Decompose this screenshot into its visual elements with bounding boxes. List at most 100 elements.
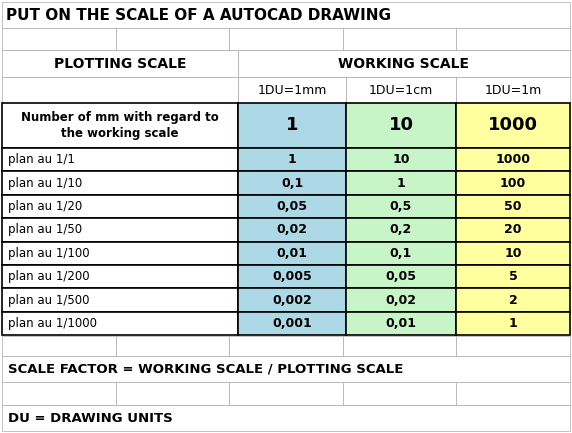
Bar (238, 242, 346, 265)
Text: plan au 1/1000: plan au 1/1000 (8, 317, 97, 330)
Bar (2, 28, 116, 50)
Bar (456, 171, 570, 195)
Text: 1DU=1mm: 1DU=1mm (257, 84, 327, 97)
Text: 1000: 1000 (495, 153, 530, 166)
Bar (238, 218, 346, 242)
Text: 1: 1 (509, 317, 518, 330)
Bar (456, 242, 570, 265)
Bar (456, 148, 570, 171)
Bar (456, 195, 570, 218)
Text: 20: 20 (505, 223, 522, 236)
Text: 0,2: 0,2 (390, 223, 412, 236)
Bar (2, 171, 238, 195)
Text: PUT ON THE SCALE OF A AUTOCAD DRAWING: PUT ON THE SCALE OF A AUTOCAD DRAWING (6, 7, 391, 23)
Bar (346, 265, 456, 288)
Bar (238, 103, 346, 148)
Bar (346, 148, 456, 171)
Bar (2, 288, 238, 312)
Text: 100: 100 (500, 177, 526, 190)
Bar (229, 382, 343, 405)
Bar (456, 288, 570, 312)
Text: plan au 1/500: plan au 1/500 (8, 294, 89, 307)
Bar (2, 50, 238, 77)
Text: 1: 1 (288, 153, 296, 166)
Bar (456, 265, 570, 288)
Bar (238, 171, 346, 195)
Bar (456, 312, 570, 335)
Bar (116, 28, 229, 50)
Text: 1: 1 (286, 116, 298, 135)
Bar (2, 148, 238, 171)
Text: 50: 50 (505, 200, 522, 213)
Bar (343, 382, 456, 405)
Bar (346, 312, 456, 335)
Bar (456, 336, 570, 356)
Text: plan au 1/100: plan au 1/100 (8, 247, 90, 260)
Text: 10: 10 (388, 116, 414, 135)
Text: 0,02: 0,02 (386, 294, 416, 307)
Text: 0,05: 0,05 (386, 270, 416, 283)
Text: 0,002: 0,002 (272, 294, 312, 307)
Bar (2, 218, 238, 242)
Text: 10: 10 (392, 153, 410, 166)
Text: Number of mm with regard to
the working scale: Number of mm with regard to the working … (21, 112, 219, 139)
Bar (2, 103, 238, 148)
Bar (343, 28, 456, 50)
Bar (2, 77, 238, 103)
Bar (238, 77, 346, 103)
Bar (2, 405, 570, 431)
Bar (2, 2, 570, 28)
Bar (238, 50, 570, 77)
Text: 0,005: 0,005 (272, 270, 312, 283)
Bar (2, 312, 238, 335)
Text: plan au 1/10: plan au 1/10 (8, 177, 82, 190)
Bar (2, 242, 238, 265)
Text: 0,01: 0,01 (276, 247, 308, 260)
Bar (116, 336, 229, 356)
Text: DU = DRAWING UNITS: DU = DRAWING UNITS (8, 411, 173, 424)
Text: 1: 1 (396, 177, 406, 190)
Text: plan au 1/200: plan au 1/200 (8, 270, 90, 283)
Bar (346, 195, 456, 218)
Bar (116, 382, 229, 405)
Text: 1000: 1000 (488, 116, 538, 135)
Bar (456, 218, 570, 242)
Bar (456, 77, 570, 103)
Bar (346, 171, 456, 195)
Bar (2, 382, 116, 405)
Text: plan au 1/1: plan au 1/1 (8, 153, 75, 166)
Bar (346, 242, 456, 265)
Text: PLOTTING SCALE: PLOTTING SCALE (54, 56, 186, 71)
Text: 0,1: 0,1 (390, 247, 412, 260)
Bar (346, 103, 456, 148)
Bar (346, 288, 456, 312)
Bar (2, 265, 238, 288)
Bar (346, 77, 456, 103)
Text: 10: 10 (505, 247, 522, 260)
Text: 1DU=1cm: 1DU=1cm (369, 84, 433, 97)
Bar (238, 265, 346, 288)
Bar (456, 28, 570, 50)
Bar (343, 336, 456, 356)
Text: WORKING SCALE: WORKING SCALE (339, 56, 470, 71)
Bar (238, 288, 346, 312)
Bar (456, 382, 570, 405)
Text: 0,01: 0,01 (386, 317, 416, 330)
Text: SCALE FACTOR = WORKING SCALE / PLOTTING SCALE: SCALE FACTOR = WORKING SCALE / PLOTTING … (8, 362, 403, 375)
Bar (2, 336, 116, 356)
Text: 0,02: 0,02 (276, 223, 308, 236)
Bar (229, 28, 343, 50)
Text: 0,1: 0,1 (281, 177, 303, 190)
Bar (238, 312, 346, 335)
Bar (346, 218, 456, 242)
Bar (238, 148, 346, 171)
Text: 5: 5 (509, 270, 518, 283)
Text: plan au 1/20: plan au 1/20 (8, 200, 82, 213)
Text: 0,5: 0,5 (390, 200, 412, 213)
Bar (238, 195, 346, 218)
Bar (2, 356, 570, 382)
Bar (2, 195, 238, 218)
Text: 0,001: 0,001 (272, 317, 312, 330)
Text: plan au 1/50: plan au 1/50 (8, 223, 82, 236)
Text: 1DU=1m: 1DU=1m (484, 84, 542, 97)
